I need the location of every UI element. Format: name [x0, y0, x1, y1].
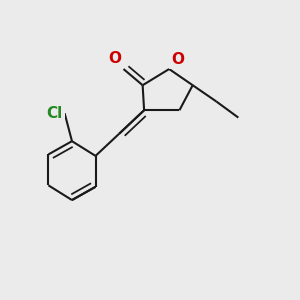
Text: Cl: Cl: [46, 106, 62, 121]
Text: O: O: [172, 52, 184, 67]
Text: O: O: [108, 51, 121, 66]
